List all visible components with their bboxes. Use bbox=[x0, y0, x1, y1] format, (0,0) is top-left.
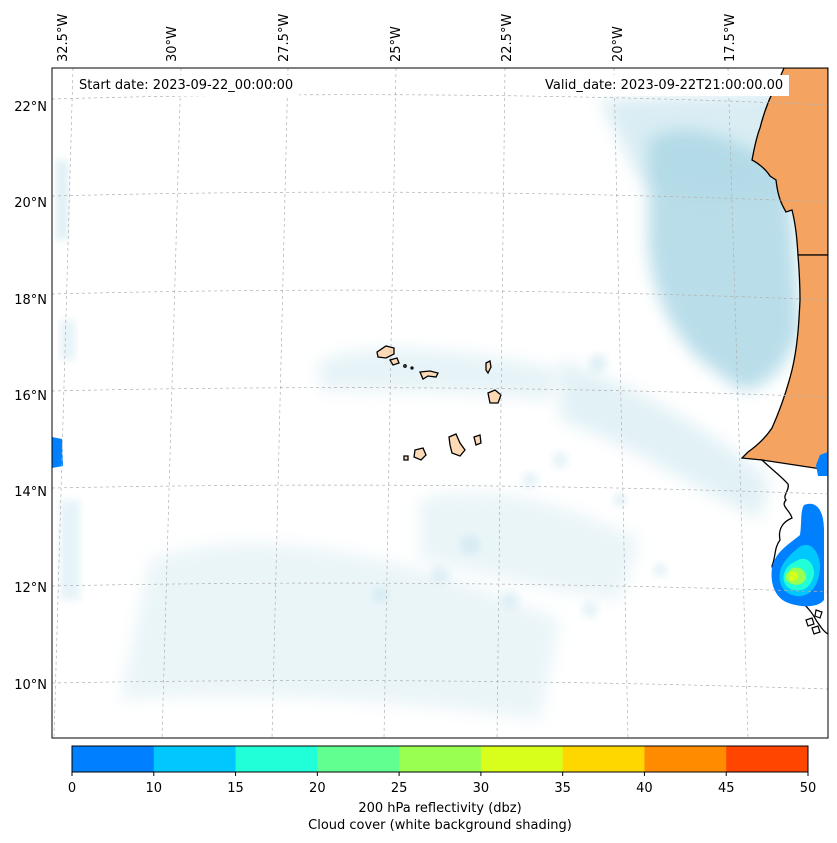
island-fogo bbox=[413, 447, 427, 461]
island-santo-antao bbox=[376, 345, 395, 359]
colorbar-segment bbox=[317, 746, 400, 772]
start-date-label: Start date: 2023-09-22_00:00:00 bbox=[73, 75, 300, 96]
lon-label: 30°W bbox=[165, 26, 180, 62]
longitude-labels: 32.5°W 30°W 27.5°W 25°W 22.5°W 20°W 17.5… bbox=[56, 14, 738, 62]
colorbar-tick-label: 45 bbox=[717, 781, 735, 796]
island-santiago bbox=[448, 433, 466, 457]
colorbar-segment bbox=[480, 746, 564, 772]
lat-label: 18°N bbox=[14, 293, 47, 308]
lon-label: 27.5°W bbox=[277, 14, 292, 62]
island-sal bbox=[485, 360, 492, 375]
colorbar-tick-label: 40 bbox=[636, 781, 653, 796]
reflectivity-east-edge bbox=[816, 452, 828, 476]
map-area bbox=[52, 68, 828, 738]
island-boa-vista bbox=[487, 389, 502, 404]
graticule bbox=[52, 68, 828, 738]
colorbar-tick-label: 20 bbox=[309, 781, 326, 796]
island-santa-luzia bbox=[403, 364, 407, 368]
lon-label: 32.5°W bbox=[56, 14, 71, 62]
lon-label: 20°W bbox=[611, 26, 626, 62]
colorbar-label: 200 hPa reflectivity (dbz) bbox=[358, 801, 522, 816]
cloud-cover-shading bbox=[56, 90, 800, 720]
lon-label: 17.5°W bbox=[723, 14, 738, 62]
colorbar-tick-label: 35 bbox=[554, 781, 571, 796]
lon-label: 22.5°W bbox=[500, 14, 515, 62]
colorbar-segment bbox=[153, 746, 237, 772]
island-sao-nicolau bbox=[419, 370, 439, 380]
lat-label: 20°N bbox=[14, 196, 47, 211]
colorbar-tick-label: 15 bbox=[227, 781, 244, 796]
island-sao-vicente bbox=[389, 357, 400, 366]
colorbar-tick-label: 0 bbox=[67, 781, 77, 796]
colorbar-segment bbox=[726, 746, 809, 772]
latitude-labels: 22°N 20°N 18°N 16°N 14°N 12°N 10°N bbox=[14, 100, 47, 693]
colorbar-segment bbox=[399, 746, 482, 772]
colorbar-tick-label: 30 bbox=[472, 781, 490, 796]
colorbar-tick-label: 25 bbox=[390, 781, 408, 796]
lat-label: 10°N bbox=[14, 678, 47, 693]
colorbar-sublabel: Cloud cover (white background shading) bbox=[308, 818, 572, 833]
island-brava bbox=[403, 455, 409, 461]
africa-coast-north bbox=[751, 68, 828, 256]
colorbar-tick-label: 10 bbox=[145, 781, 163, 796]
map-frame bbox=[51, 67, 829, 739]
lat-label: 14°N bbox=[14, 485, 47, 500]
colorbar-frame bbox=[71, 745, 809, 773]
reflectivity-west-edge bbox=[52, 437, 63, 468]
colorbar-segment bbox=[72, 746, 155, 772]
lon-label: 25°W bbox=[389, 26, 404, 62]
island-branco bbox=[410, 366, 414, 370]
lat-label: 16°N bbox=[14, 389, 47, 404]
bijagos-islands bbox=[805, 609, 823, 635]
colorbar-segment bbox=[644, 746, 727, 772]
lat-label: 12°N bbox=[14, 581, 47, 596]
cape-verde-islands bbox=[376, 345, 502, 461]
colorbar bbox=[71, 745, 809, 776]
island-maio bbox=[473, 434, 482, 446]
reflectivity-cell bbox=[771, 503, 824, 607]
lat-label: 22°N bbox=[14, 100, 47, 115]
colorbar-tick-label: 50 bbox=[799, 781, 817, 796]
colorbar-segment bbox=[235, 746, 318, 772]
valid-date-label: Valid_date: 2023-09-22T21:00:00.00 bbox=[539, 75, 790, 96]
colorbar-segment bbox=[562, 746, 645, 772]
